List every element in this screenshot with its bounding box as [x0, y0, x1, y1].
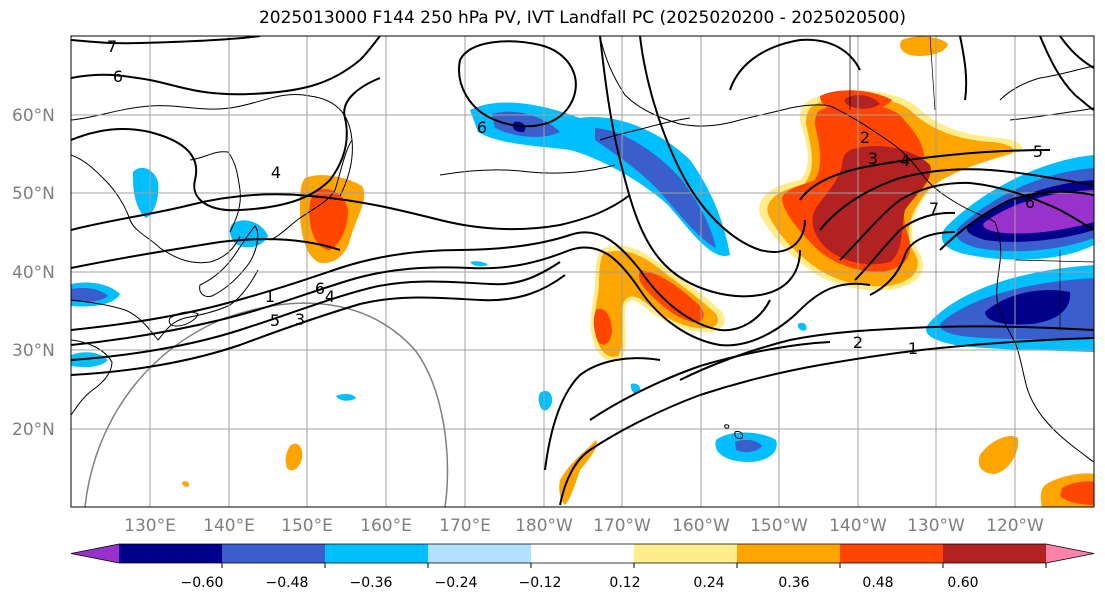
contour-label: 6	[113, 67, 123, 86]
contour-label: 5	[270, 311, 280, 330]
colorbar-tick-label: 0.12	[609, 575, 640, 591]
colorbar-segment	[325, 544, 429, 563]
colorbar-tick-label: 0.36	[778, 575, 809, 591]
colorbar-segment	[737, 544, 841, 563]
colorbar-tick-label: −0.48	[266, 575, 309, 591]
contour-label: 3	[295, 310, 305, 329]
colorbar-tick-label: −0.24	[435, 575, 478, 591]
contour-labels: 7 6 6 4 1 5 6 3 4 2 3 4 5 7 6 2 1	[107, 37, 1043, 358]
coastlines	[71, 36, 1094, 463]
positive-anomaly-shading	[182, 36, 1094, 507]
lon-label: 130°W	[907, 516, 965, 536]
longitude-labels: 130°E 140°E 150°E 160°E 170°E 180°W 170°…	[124, 516, 1044, 536]
lat-label: 30°N	[12, 341, 55, 361]
colorbar: −0.60 −0.48 −0.36 −0.24 −0.12 0.12 0.24 …	[70, 543, 1095, 591]
map-area: 7 6 6 4 1 5 6 3 4 2 3 4 5 7 6 2 1	[71, 36, 1094, 507]
colorbar-tick-label: −0.60	[181, 575, 224, 591]
colorbar-tick-label: −0.36	[350, 575, 393, 591]
gridlines	[71, 36, 1094, 507]
contour-label: 1	[908, 339, 918, 358]
lat-label: 20°N	[12, 420, 55, 440]
colorbar-segment	[531, 544, 635, 563]
lat-label: 40°N	[12, 263, 55, 283]
lat-label: 60°N	[12, 106, 55, 126]
colorbar-extend-min	[71, 544, 119, 563]
pv-contours	[71, 36, 1094, 506]
latitude-labels: 60°N 50°N 40°N 30°N 20°N	[12, 106, 55, 440]
lon-label: 160°E	[360, 516, 412, 536]
colorbar-outline	[70, 543, 1095, 564]
colorbar-tick-label: 0.24	[693, 575, 724, 591]
map-frame	[70, 35, 1095, 508]
colorbar-ticks: −0.60 −0.48 −0.36 −0.24 −0.12 0.12 0.24 …	[181, 575, 979, 591]
lat-label: 50°N	[12, 184, 55, 204]
map-title: 2025013000 F144 250 hPa PV, IVT Landfall…	[258, 8, 906, 28]
lon-label: 180°W	[515, 516, 573, 536]
contour-label: 4	[900, 151, 910, 170]
contour-label: 7	[929, 199, 939, 218]
colorbar-segment	[634, 544, 738, 563]
colorbar-tick-label: 0.60	[947, 575, 978, 591]
contour-label: 1	[265, 287, 275, 306]
contour-label: 6	[477, 118, 487, 137]
lon-label: 160°W	[672, 516, 730, 536]
lon-label: 170°E	[439, 516, 491, 536]
colorbar-segment	[428, 544, 532, 563]
lon-label: 150°W	[750, 516, 808, 536]
colorbar-segments	[70, 543, 1095, 568]
lon-label: 130°E	[124, 516, 176, 536]
colorbar-segment	[119, 544, 223, 563]
contour-label: 5	[1033, 142, 1043, 161]
range-circle	[84, 302, 449, 507]
contour-label: 6	[1025, 193, 1035, 212]
colorbar-segment	[222, 544, 326, 563]
lon-label: 120°W	[986, 516, 1044, 536]
lon-label: 140°W	[829, 516, 887, 536]
contour-label: 4	[271, 163, 281, 182]
lon-label: 170°W	[593, 516, 651, 536]
contour-label: 7	[107, 37, 117, 56]
contour-label: 4	[325, 287, 335, 306]
colorbar-segment	[943, 544, 1047, 563]
contour-label: 3	[868, 149, 878, 168]
colorbar-extend-max	[1046, 544, 1094, 563]
lon-label: 140°E	[203, 516, 255, 536]
contour-label: 2	[860, 128, 870, 147]
colorbar-tick-label: 0.48	[862, 575, 893, 591]
contour-label: 6	[315, 279, 325, 298]
lon-label: 150°E	[281, 516, 333, 536]
negative-anomaly-shading	[71, 102, 1094, 462]
colorbar-tick-label: −0.12	[519, 575, 562, 591]
colorbar-segment	[840, 544, 944, 563]
contour-label: 2	[853, 333, 863, 352]
